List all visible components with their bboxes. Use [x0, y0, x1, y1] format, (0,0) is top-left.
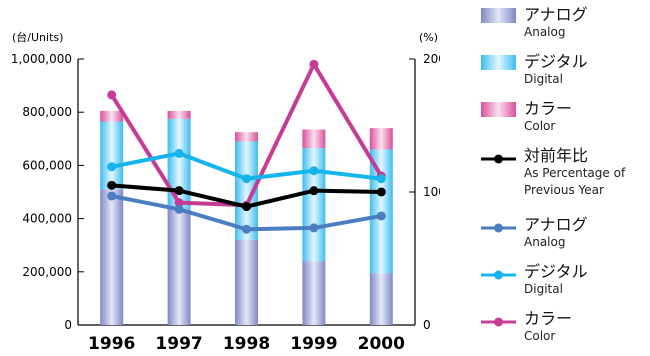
- point-analog-1996: [107, 191, 117, 201]
- legend-label-en-2: Previous Year: [524, 183, 604, 197]
- y-right-tick-label: 200: [423, 52, 440, 66]
- point-digital-1998: [242, 174, 251, 184]
- bar-analog-1998: [235, 239, 258, 325]
- y-left-unit-label: (台/Units): [12, 30, 63, 44]
- legend-label-en: Analog: [524, 25, 566, 39]
- legend-label-en: Analog: [524, 235, 566, 249]
- point-color-1997: [174, 198, 184, 208]
- legend-swatch-color: [481, 102, 516, 117]
- point-as-percentage-of-1996: [107, 180, 117, 190]
- y-right-tick-label: 100: [423, 185, 440, 199]
- bar-digital-2000: [369, 149, 393, 274]
- bar-analog-2000: [369, 273, 393, 325]
- y-left-tick-label: 0: [64, 318, 72, 332]
- point-as-percentage-of-2000: [376, 187, 386, 197]
- bar-digital-1999: [302, 148, 326, 262]
- y-left-tick-label: 200,000: [22, 265, 72, 279]
- legend-label-ja: アナログ: [524, 215, 588, 234]
- x-tick-label: 2000: [358, 334, 405, 354]
- point-analog-1997: [174, 204, 184, 214]
- bar-color-2000: [369, 128, 393, 150]
- x-tick-label: 1999: [290, 334, 337, 354]
- point-digital-1997: [174, 148, 184, 158]
- bar-color-1997: [167, 110, 191, 119]
- y-right-unit-label: (%): [419, 31, 438, 44]
- legend-label-ja: 対前年比: [524, 146, 589, 165]
- bar-analog-1997: [167, 209, 191, 325]
- point-as-percentage-of-1997: [174, 186, 184, 196]
- point-color-1999: [309, 59, 319, 69]
- legend-label-ja: デジタル: [524, 262, 588, 281]
- legend-swatch-analog: [481, 8, 516, 23]
- bar-digital-1998: [235, 141, 258, 240]
- legend-label-ja: アナログ: [524, 5, 588, 24]
- point-color-1996: [107, 90, 117, 100]
- point-digital-1996: [107, 162, 117, 172]
- bar-digital-1996: [100, 121, 124, 190]
- point-digital-2000: [376, 174, 386, 184]
- legend-swatch-line: [481, 154, 516, 164]
- bar-analog-1999: [302, 261, 326, 325]
- legend-label-en: Color: [524, 329, 556, 343]
- y-left-tick-label: 600,000: [22, 158, 72, 172]
- point-analog-1999: [309, 223, 319, 233]
- y-right-tick-label: 0: [423, 318, 431, 332]
- bar-color-1996: [100, 110, 124, 122]
- legend-label-en: Color: [524, 119, 556, 133]
- x-tick-label: 1998: [223, 334, 270, 354]
- y-left-tick-label: 1,000,000: [11, 52, 72, 66]
- legend-label-en: As Percentage of: [524, 166, 626, 180]
- legend-label-en: Digital: [524, 282, 563, 296]
- bar-digital-1997: [167, 118, 191, 210]
- legend-swatch-digital: [481, 55, 516, 70]
- bar-color-1998: [235, 132, 258, 142]
- point-as-percentage-of-1998: [242, 202, 251, 212]
- point-analog-2000: [376, 211, 386, 221]
- y-left-tick-label: 800,000: [22, 105, 72, 119]
- x-tick-label: 1997: [155, 334, 202, 354]
- point-as-percentage-of-1999: [309, 186, 319, 196]
- point-digital-1999: [309, 166, 319, 176]
- legend-swatch-line: [481, 223, 516, 233]
- legend-label-en: Digital: [524, 72, 563, 86]
- bar-analog-1996: [100, 189, 124, 325]
- legend-swatch-line: [481, 317, 516, 327]
- y-left-tick-label: 400,000: [22, 212, 72, 226]
- legend: アナログ Analog デジタル Digital カラー Color 対前年比 As Perc…: [462, 6, 650, 356]
- legend-swatch-line: [481, 270, 516, 280]
- bar-color-1999: [302, 129, 326, 149]
- point-analog-1998: [242, 224, 251, 234]
- x-tick-label: 1996: [88, 334, 135, 354]
- legend-label-ja: デジタル: [524, 52, 588, 71]
- legend-label-ja: カラー: [524, 309, 573, 328]
- legend-label-ja: カラー: [524, 99, 573, 118]
- chart: (台/Units) (%) 0 200,000 400,000 600,000 800,…: [11, 30, 440, 354]
